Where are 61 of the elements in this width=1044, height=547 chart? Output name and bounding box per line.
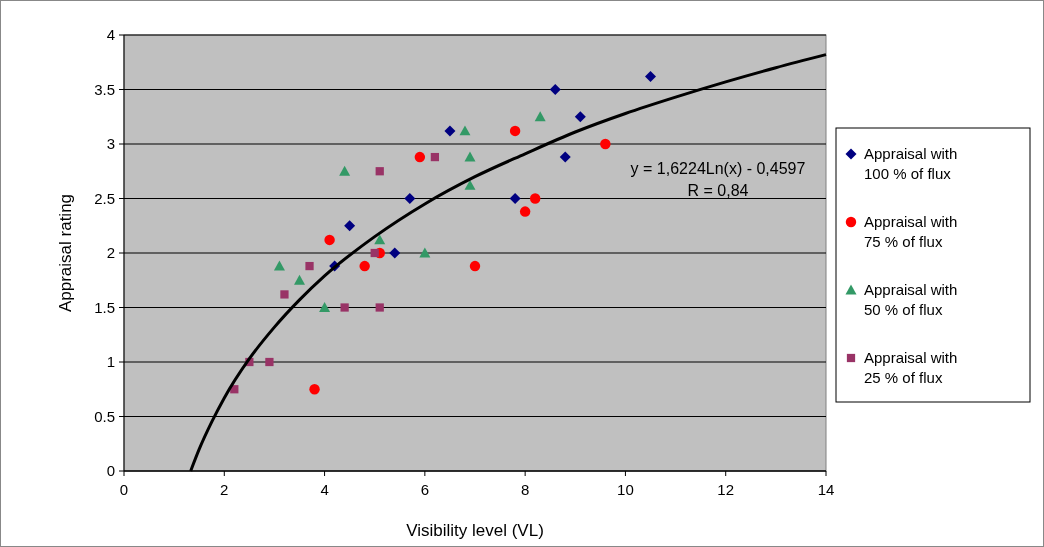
point: [404, 193, 416, 204]
point: [359, 260, 370, 272]
y-tick-label: 1: [106, 353, 115, 371]
y-tick-label: 1.5: [94, 298, 115, 316]
point: [459, 125, 471, 136]
point: [344, 220, 356, 232]
point: [559, 151, 571, 163]
point: [464, 151, 476, 162]
point: [469, 260, 481, 272]
point: [419, 247, 431, 258]
point: [549, 84, 561, 95]
point: [324, 234, 335, 246]
point: [509, 193, 521, 204]
y-tick-label: 2: [106, 244, 115, 262]
point: [509, 125, 521, 137]
point: [529, 193, 541, 204]
point: [430, 152, 440, 162]
x-axis-title: Visibility level (VL): [406, 521, 544, 540]
point: [414, 151, 426, 163]
annotation: y = 1,6224Ln(x) - 0,4597: [630, 160, 806, 177]
y-tick-label: 3.5: [94, 80, 115, 98]
y-axis-title: Appraisal rating: [56, 193, 75, 313]
x-tick-label: 14: [817, 481, 835, 498]
point: [375, 167, 384, 176]
point: [370, 248, 379, 258]
y-tick-label: 0: [106, 462, 115, 480]
x-tick-label: 4: [320, 481, 329, 498]
point: [305, 261, 314, 271]
point: [645, 70, 656, 82]
point: [519, 206, 531, 217]
point: [374, 234, 386, 245]
y-tick-label: 3: [106, 135, 115, 153]
legend-label: Appraisal with 100 % of flux: [864, 145, 958, 183]
point: [339, 165, 351, 176]
point: [340, 303, 349, 312]
x-tick-label: 8: [520, 481, 530, 498]
point: [319, 302, 331, 312]
point: [294, 274, 305, 285]
point: [534, 111, 546, 122]
point: [375, 303, 384, 312]
point: [389, 247, 401, 259]
point: [600, 138, 611, 150]
annotation: R = 0,84: [687, 182, 749, 199]
point: [574, 111, 586, 123]
x-tick-label: 0: [119, 481, 129, 498]
legend-label: Appraisal with 75 % of flux: [864, 213, 958, 251]
y-tick-label: 0.5: [94, 407, 115, 425]
x-tick-label: 10: [617, 481, 634, 498]
legend-label: Appraisal with 50 % of flux: [864, 281, 958, 319]
point: [273, 260, 285, 271]
point: [265, 357, 274, 367]
point: [280, 290, 289, 299]
point: [309, 384, 320, 395]
legend-label: Appraisal with 25 % of flux: [864, 349, 958, 387]
y-tick-label: 2.5: [94, 189, 115, 207]
y-tick-label: 4: [106, 26, 115, 44]
x-tick-label: 6: [420, 481, 430, 498]
point: [444, 125, 456, 137]
point: [464, 179, 476, 190]
x-tick-label: 12: [717, 481, 735, 498]
x-tick-label: 2: [220, 481, 229, 498]
